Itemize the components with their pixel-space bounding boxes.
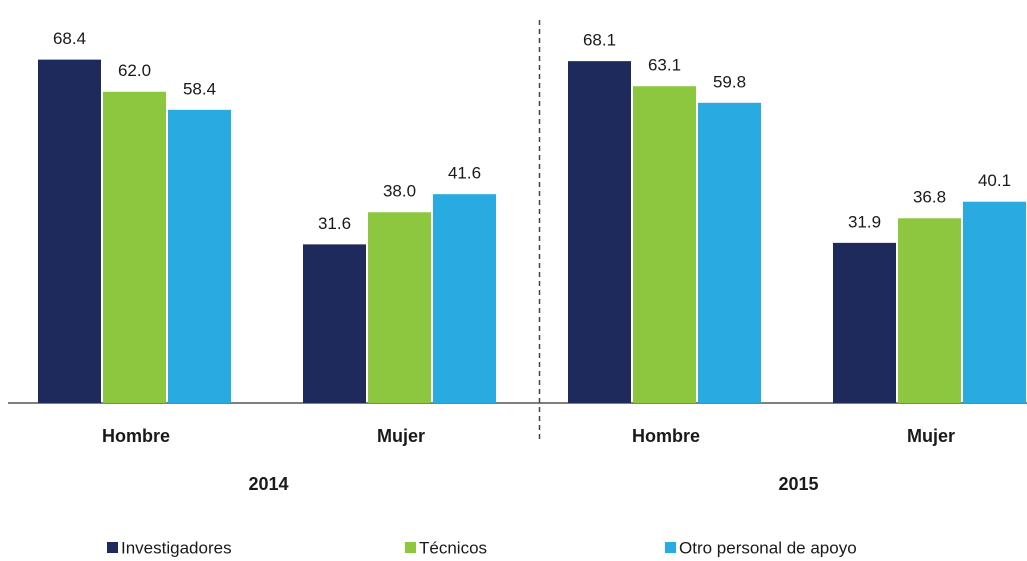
bar bbox=[368, 212, 431, 403]
legend-label: Investigadores bbox=[121, 538, 232, 557]
data-label: 31.9 bbox=[848, 212, 881, 231]
x-tick-label: Mujer bbox=[907, 426, 955, 446]
legend-swatch bbox=[107, 542, 118, 553]
legend-label: Técnicos bbox=[419, 538, 487, 557]
data-label: 40.1 bbox=[978, 171, 1011, 190]
legend-label: Otro personal de apoyo bbox=[679, 538, 857, 557]
bar bbox=[963, 201, 1026, 403]
bar bbox=[568, 61, 631, 403]
data-label: 59.8 bbox=[713, 72, 746, 91]
data-label: 38.0 bbox=[383, 182, 416, 201]
bar bbox=[38, 59, 101, 404]
bar bbox=[303, 244, 366, 403]
bar bbox=[168, 109, 231, 403]
bar bbox=[698, 102, 761, 403]
bar bbox=[898, 218, 961, 403]
data-label: 58.4 bbox=[183, 79, 216, 98]
bar bbox=[433, 194, 496, 403]
bar bbox=[103, 91, 166, 403]
data-label: 62.0 bbox=[118, 61, 151, 80]
x-tick-label: Mujer bbox=[377, 426, 425, 446]
bar bbox=[633, 86, 696, 403]
x-tick-label: Hombre bbox=[102, 426, 170, 446]
legend-swatch bbox=[665, 542, 676, 553]
data-label: 41.6 bbox=[448, 164, 481, 183]
data-label: 36.8 bbox=[913, 188, 946, 207]
data-label: 68.1 bbox=[583, 31, 616, 50]
data-label: 31.6 bbox=[318, 214, 351, 233]
group-label: 2015 bbox=[778, 474, 818, 494]
x-tick-label: Hombre bbox=[632, 426, 700, 446]
group-label: 2014 bbox=[248, 474, 288, 494]
legend-swatch bbox=[405, 542, 416, 553]
data-label: 63.1 bbox=[648, 56, 681, 75]
bar bbox=[833, 242, 896, 403]
data-label: 68.4 bbox=[53, 29, 86, 48]
